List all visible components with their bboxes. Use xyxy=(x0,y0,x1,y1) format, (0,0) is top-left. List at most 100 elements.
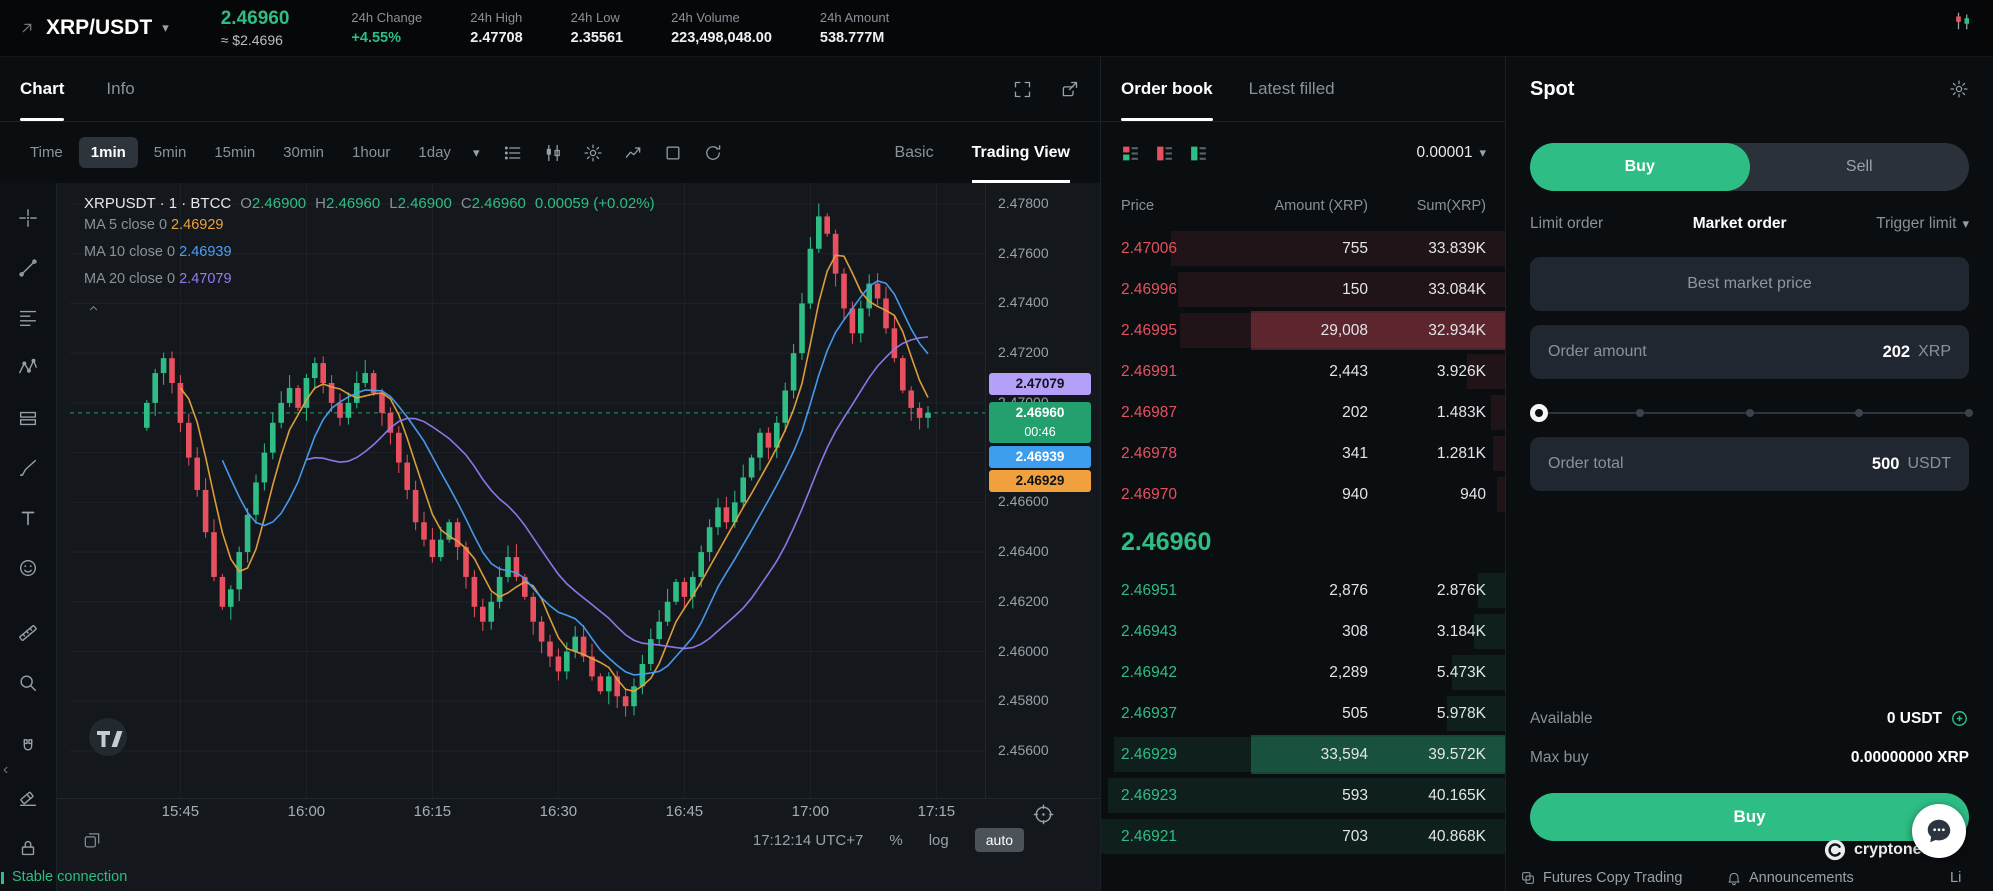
max-buy-value: 0.00000000 XRP xyxy=(1850,749,1969,766)
crosshair-tool-icon[interactable] xyxy=(0,193,56,243)
market-link-icon[interactable] xyxy=(18,19,36,37)
support-chat-button[interactable] xyxy=(1912,804,1966,858)
indicator-templates-icon[interactable] xyxy=(623,143,643,163)
trade-settings-gear-icon[interactable] xyxy=(1949,79,1969,99)
axis-button-auto[interactable]: auto xyxy=(974,828,1024,852)
ask-row[interactable]: 2.46978 341 1.281K xyxy=(1101,433,1506,474)
stat-value: +4.55% xyxy=(351,30,401,46)
last-price-block: 2.46960 ≈ $2.4696 xyxy=(221,8,290,48)
price-axis[interactable]: 2.478002.476002.474002.472002.470002.468… xyxy=(986,183,1100,798)
timeframe-1min[interactable]: 1min xyxy=(78,137,138,168)
legend-collapse-icon[interactable] xyxy=(86,301,101,316)
timeframe-1day[interactable]: 1day xyxy=(418,144,451,161)
bid-row[interactable]: 2.46943 308 3.184K xyxy=(1101,611,1506,652)
timeframe-time[interactable]: Time xyxy=(30,144,63,161)
slider-knob[interactable] xyxy=(1530,404,1548,422)
book-asks-icon[interactable] xyxy=(1155,144,1174,163)
buy-tab[interactable]: Buy xyxy=(1530,143,1750,191)
brush-tool-icon[interactable] xyxy=(0,443,56,493)
ask-row[interactable]: 2.46991 2,443 3.926K xyxy=(1101,351,1506,392)
footer-link-announcements[interactable]: Announcements xyxy=(1726,870,1854,886)
total-field[interactable]: Order total 500 USDT xyxy=(1530,437,1969,491)
indicators-icon[interactable] xyxy=(503,143,523,163)
buy-submit-button[interactable]: Buy xyxy=(1530,793,1969,841)
ask-row[interactable]: 2.46987 202 1.483K xyxy=(1101,392,1506,433)
timeframe-15min[interactable]: 15min xyxy=(214,144,256,161)
bid-row[interactable]: 2.46951 2,876 2.876K xyxy=(1101,570,1506,611)
copy-trade-icon xyxy=(1520,870,1536,886)
gear-icon[interactable] xyxy=(583,143,603,163)
text-tool-tool-icon[interactable] xyxy=(0,493,56,543)
ruler-tool-icon[interactable] xyxy=(0,608,56,658)
order-type-trigger-limit[interactable]: Trigger limit ▾ xyxy=(1876,215,1969,232)
slider-mark[interactable] xyxy=(1965,409,1973,417)
xabcd-pattern-tool-icon[interactable] xyxy=(0,343,56,393)
ask-sum: 33.084K xyxy=(1428,280,1486,298)
orderbook-columns: Price Amount (XRP) Sum(XRP) xyxy=(1101,184,1506,228)
timeframe-1hour[interactable]: 1hour xyxy=(352,144,391,161)
expand-icon[interactable] xyxy=(1012,79,1033,100)
bid-row[interactable]: 2.46923 593 40.165K xyxy=(1101,775,1506,816)
footer-link-futures-copy-trading[interactable]: Futures Copy Trading xyxy=(1520,870,1682,886)
replay-icon[interactable] xyxy=(82,831,102,851)
share-icon[interactable] xyxy=(1059,79,1080,100)
candle-style-icon[interactable] xyxy=(543,143,563,163)
footer-link-label: Announcements xyxy=(1749,870,1854,886)
fib-lines-tool-icon[interactable] xyxy=(0,293,56,343)
precision-select[interactable]: 0.00001 ▾ xyxy=(1416,144,1486,162)
footer-link-li[interactable]: Li xyxy=(1950,870,1961,886)
slider-mark[interactable] xyxy=(1745,409,1754,417)
stat-24h-low: 24h Low 2.35561 xyxy=(571,10,623,46)
axis-button-log[interactable]: log xyxy=(928,831,949,849)
amount-field[interactable]: Order amount 202 XRP xyxy=(1530,325,1969,379)
eraser-tool-icon[interactable] xyxy=(0,773,56,823)
slider-mark[interactable] xyxy=(1635,409,1644,417)
bid-row[interactable]: 2.46921 703 40.868K xyxy=(1101,816,1506,857)
order-type-limit-order[interactable]: Limit order xyxy=(1530,215,1604,232)
slider-mark[interactable] xyxy=(1855,409,1864,417)
deposit-plus-icon[interactable] xyxy=(1950,709,1969,728)
tab-latest-filled[interactable]: Latest filled xyxy=(1248,79,1335,98)
candlestick-chart[interactable] xyxy=(70,183,985,798)
ask-row[interactable]: 2.46970 940 940 xyxy=(1101,474,1506,515)
emoji-tool-icon[interactable] xyxy=(0,543,56,593)
ask-row[interactable]: 2.46996 150 33.084K xyxy=(1101,269,1506,310)
axis-button-%[interactable]: % xyxy=(889,831,903,849)
ask-price: 2.46991 xyxy=(1121,362,1178,380)
scroll-to-latest-icon[interactable] xyxy=(1032,803,1055,826)
view-trading-view[interactable]: Trading View xyxy=(971,122,1071,183)
compare-icon[interactable] xyxy=(703,143,723,163)
book-bids-icon[interactable] xyxy=(1189,144,1208,163)
trendline-tool-icon[interactable] xyxy=(0,243,56,293)
order-type-market-order[interactable]: Market order xyxy=(1692,215,1787,232)
bid-row[interactable]: 2.46937 505 5.978K xyxy=(1101,693,1506,734)
book-both-icon[interactable] xyxy=(1121,144,1140,163)
amount-slider[interactable] xyxy=(1530,403,1973,423)
timeframe-30min[interactable]: 30min xyxy=(283,144,325,161)
timeframe-5min[interactable]: 5min xyxy=(153,144,187,161)
bid-row[interactable]: 2.46942 2,289 5.473K xyxy=(1101,652,1506,693)
ask-row[interactable]: 2.46995 29,008 32.934K xyxy=(1101,310,1506,351)
lock-tool-icon[interactable] xyxy=(0,823,56,873)
pair-selector[interactable]: XRP/USDT ▾ xyxy=(46,16,169,40)
tab-chart[interactable]: Chart xyxy=(20,57,65,121)
sell-tab[interactable]: Sell xyxy=(1845,158,1873,175)
projection-tool-icon[interactable] xyxy=(0,393,56,443)
bid-row[interactable]: 2.46929 33,594 39.572K xyxy=(1101,734,1506,775)
ask-price: 2.46995 xyxy=(1121,321,1178,339)
kline-style-icon[interactable] xyxy=(1953,10,1975,32)
zoom-tool-icon[interactable] xyxy=(0,658,56,708)
view-basic[interactable]: Basic xyxy=(894,143,934,161)
fullscreen-box-icon[interactable] xyxy=(663,143,683,163)
chart-area[interactable]: 2.478002.476002.474002.472002.470002.468… xyxy=(0,183,1100,891)
time-axis[interactable]: 15:45 16:00 16:15 16:30 16:45 17:00 17:15 xyxy=(70,803,985,827)
magnet-tool-icon[interactable] xyxy=(0,723,56,773)
ask-row[interactable]: 2.47006 755 33.839K xyxy=(1101,228,1506,269)
total-unit: USDT xyxy=(1907,455,1951,472)
orderbook-last-price[interactable]: 2.46960 xyxy=(1121,528,1212,556)
tab-info[interactable]: Info xyxy=(106,79,135,98)
tab-order-book[interactable]: Order book xyxy=(1121,57,1213,121)
more-timeframes-caret[interactable]: ▾ xyxy=(472,144,480,160)
price-tag: 2.46939 xyxy=(989,446,1091,468)
collapse-panel-icon[interactable]: ‹ xyxy=(3,761,9,778)
